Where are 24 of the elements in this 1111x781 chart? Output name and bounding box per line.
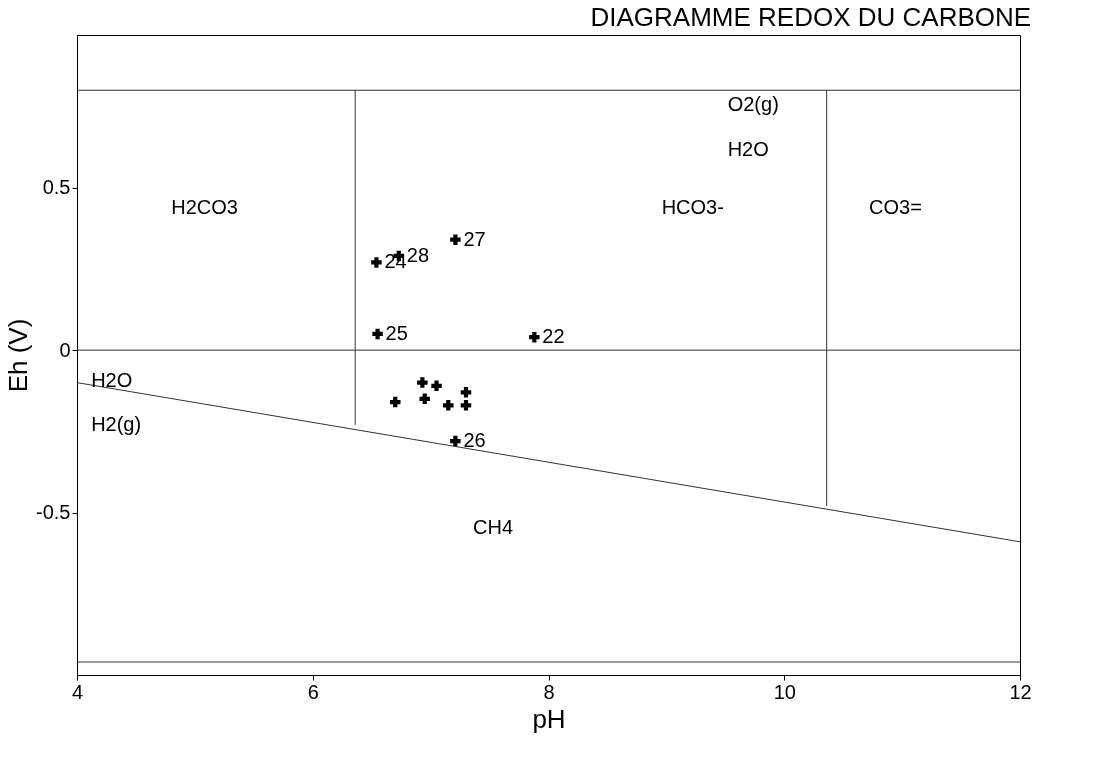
annotation: 25: [385, 321, 408, 344]
y-tick-label: 0.5: [42, 176, 71, 199]
x-tick-label: 8: [543, 680, 555, 703]
annotation: H2(g): [91, 413, 142, 436]
x-tick-label: 4: [71, 680, 84, 703]
x-tick-label: 10: [773, 680, 796, 703]
annotation: CO3=: [869, 195, 922, 218]
annotation: HCO3-: [661, 195, 724, 218]
annotation: 28: [406, 243, 430, 266]
annotation: 27: [463, 227, 486, 250]
y-tick-label: -0.5: [36, 501, 71, 524]
chart-title: DIAGRAMME REDOX DU CARBONE: [590, 2, 1032, 32]
annotation: 22: [542, 325, 565, 348]
annotation: O2(g): [727, 93, 779, 116]
x-tick-label: 6: [307, 680, 319, 703]
annotation: H2O: [91, 368, 133, 391]
annotation: 26: [463, 429, 486, 452]
annotation: CH4: [473, 515, 514, 538]
x-tick-label: 12: [1009, 680, 1032, 703]
annotation: H2CO3: [171, 195, 238, 218]
x-axis-title: pH: [532, 703, 566, 734]
annotation: H2O: [727, 138, 769, 161]
y-axis-title: Eh (V): [3, 318, 34, 393]
y-tick-label: 0: [59, 338, 71, 361]
